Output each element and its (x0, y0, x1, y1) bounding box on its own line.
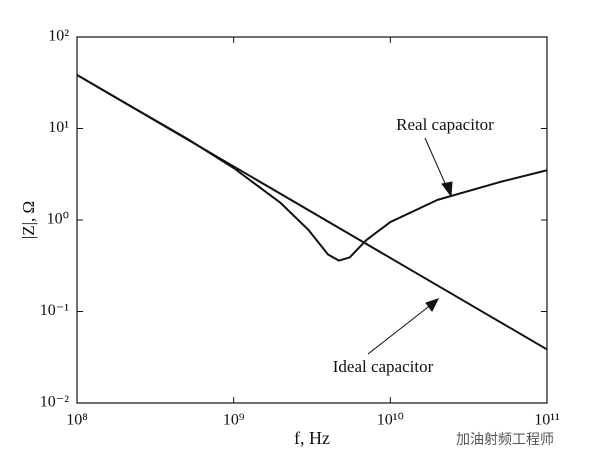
arrow-head (441, 181, 453, 198)
y-tick-label: 10² (48, 28, 69, 45)
annotation: Ideal capacitor (333, 357, 434, 376)
arrow-head (425, 298, 439, 312)
y-tick-label: 10⁻² (40, 394, 69, 411)
x-tick-label: 10¹¹ (534, 412, 560, 429)
x-axis-label: f, Hz (294, 428, 330, 448)
x-tick-label: 10⁹ (223, 412, 245, 429)
x-tick-label: 10⁸ (66, 412, 88, 429)
y-tick-label: 10⁰ (47, 211, 69, 228)
arrow (367, 303, 433, 355)
y-tick-label: 10⁻¹ (40, 302, 69, 319)
annotation: Real capacitor (396, 115, 494, 134)
line-series (76, 74, 548, 262)
x-tick-label: 10¹⁰ (377, 412, 404, 429)
plot-frame (76, 36, 548, 404)
line-series (76, 74, 548, 351)
y-axis-label: |Z|, Ω (19, 201, 38, 239)
y-tick-label: 10¹ (48, 119, 69, 136)
arrow (424, 137, 449, 191)
arrows (367, 137, 453, 355)
watermark: 加油射频工程师 (456, 432, 554, 448)
